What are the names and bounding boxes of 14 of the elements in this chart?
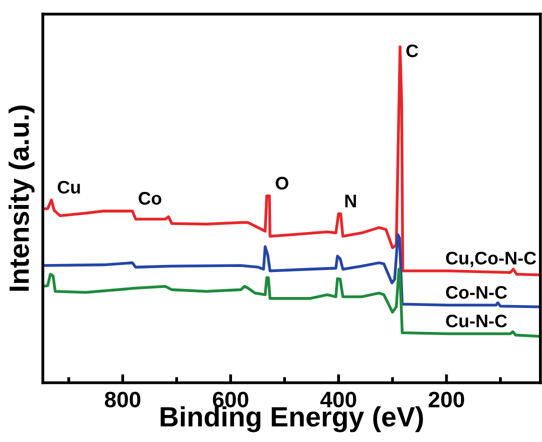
x-tick-label: 600 (212, 392, 248, 408)
annotation: Co (138, 192, 162, 205)
x-tick-label: 200 (428, 392, 464, 408)
annotation: O (276, 176, 288, 190)
x-axis-title: Binding Energy (eV) (160, 406, 423, 432)
annotation: C (406, 44, 418, 58)
x-tick-label: 400 (320, 392, 356, 408)
x-tick-label: 800 (104, 392, 140, 408)
series-label: Cu-N-C (446, 314, 507, 328)
series-label: Cu,Co-N-C (446, 252, 536, 268)
annotation: N (345, 194, 356, 208)
y-axis-title: Intensity (a.u.) (8, 106, 34, 291)
series-label: Co-N-C (446, 286, 507, 299)
annotation: Cu (58, 180, 80, 194)
